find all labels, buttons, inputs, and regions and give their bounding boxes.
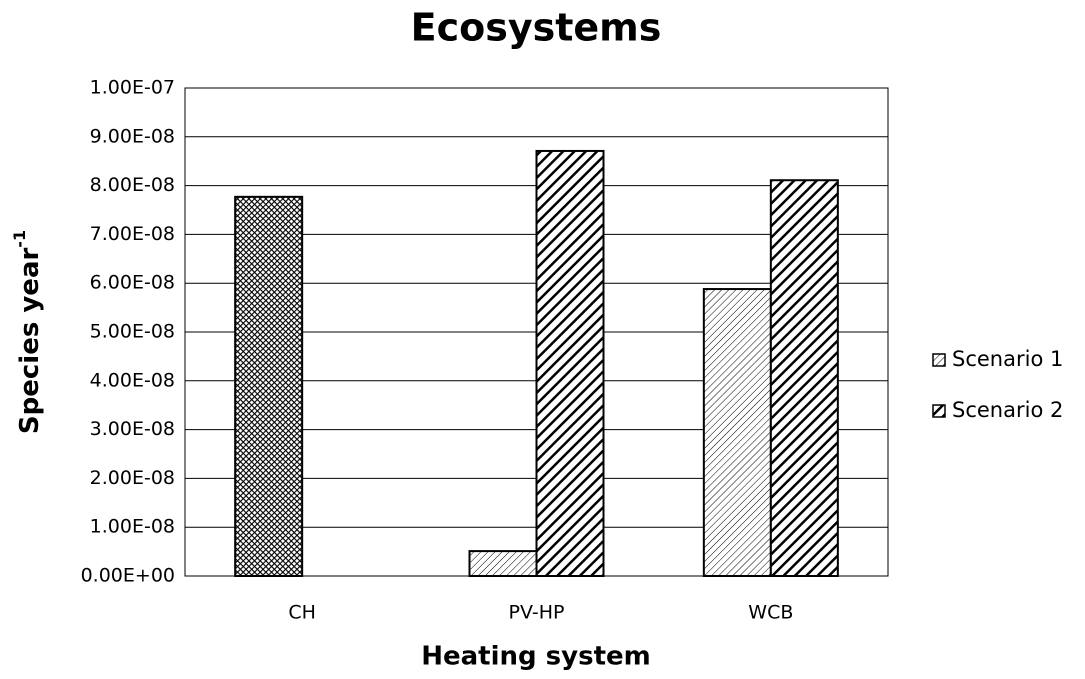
y-tick-label: 3.00E-08 <box>90 418 175 440</box>
y-tick-label: 1.00E-08 <box>90 516 175 538</box>
chart-title: Ecosystems <box>411 6 662 50</box>
legend-swatch <box>932 404 946 418</box>
y-tick-label: 1.00E-07 <box>90 77 175 99</box>
bar <box>702 288 772 577</box>
x-tick-label: WCB <box>748 602 793 624</box>
bar <box>535 149 605 577</box>
x-tick-label: PV-HP <box>509 602 565 624</box>
legend-label: Scenario 2 <box>952 398 1063 422</box>
y-tick-label: 0.00E+00 <box>81 565 175 587</box>
legend-label: Scenario 1 <box>952 347 1063 371</box>
y-tick-label: 6.00E-08 <box>90 272 175 294</box>
y-axis-title-sup: -1 <box>10 230 29 248</box>
x-tick-label: CH <box>288 602 316 624</box>
y-tick-label: 2.00E-08 <box>90 467 175 489</box>
legend-swatch <box>932 353 946 367</box>
y-tick-label: 7.00E-08 <box>90 223 175 245</box>
y-axis-title-text: Species year <box>15 248 45 435</box>
x-axis-title: Heating system <box>421 642 651 672</box>
y-tick-label: 8.00E-08 <box>90 174 175 196</box>
y-tick-label: 9.00E-08 <box>90 125 175 147</box>
y-tick-label: 5.00E-08 <box>90 321 175 343</box>
y-tick-label: 4.00E-08 <box>90 369 175 391</box>
bar <box>234 195 304 577</box>
bar <box>769 179 839 577</box>
bar <box>468 550 538 577</box>
y-axis-title: Species year-1 <box>10 230 45 434</box>
